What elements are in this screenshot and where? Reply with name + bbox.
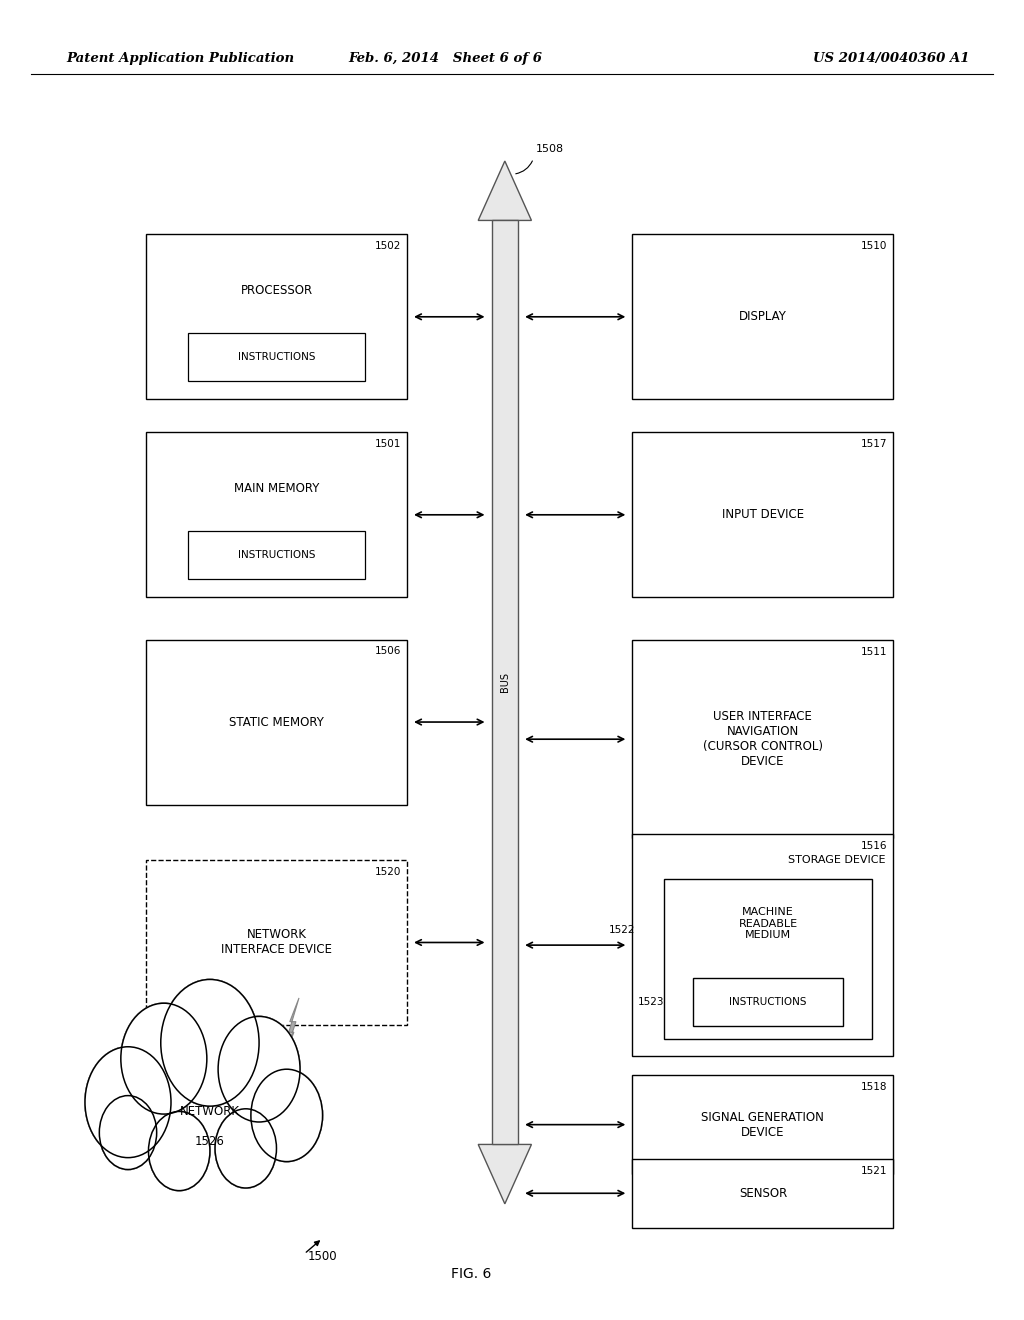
Bar [146, 433, 408, 597]
Bar [693, 978, 843, 1026]
Bar [632, 433, 893, 597]
Circle shape [215, 1109, 276, 1188]
Text: Patent Application Publication: Patent Application Publication [67, 51, 295, 65]
Text: INSTRUCTIONS: INSTRUCTIONS [238, 352, 315, 362]
Circle shape [251, 1069, 323, 1162]
Text: 1516: 1516 [861, 841, 887, 851]
Circle shape [251, 1069, 323, 1162]
Text: INSTRUCTIONS: INSTRUCTIONS [238, 550, 315, 560]
Circle shape [86, 1048, 170, 1156]
Bar [146, 235, 408, 399]
Circle shape [99, 1096, 157, 1170]
Circle shape [218, 1016, 300, 1122]
Text: SIGNAL GENERATION
DEVICE: SIGNAL GENERATION DEVICE [701, 1110, 824, 1139]
Text: 1526: 1526 [195, 1135, 225, 1148]
Text: 1521: 1521 [861, 1166, 887, 1176]
Circle shape [215, 1109, 276, 1188]
Text: Feb. 6, 2014   Sheet 6 of 6: Feb. 6, 2014 Sheet 6 of 6 [348, 51, 543, 65]
Circle shape [121, 1003, 207, 1114]
Text: USER INTERFACE
NAVIGATION
(CURSOR CONTROL)
DEVICE: USER INTERFACE NAVIGATION (CURSOR CONTRO… [702, 710, 823, 768]
Bar [632, 834, 893, 1056]
Text: BUS: BUS [500, 672, 510, 693]
Circle shape [150, 1113, 209, 1189]
Polygon shape [478, 1144, 531, 1204]
Text: INSTRUCTIONS: INSTRUCTIONS [729, 997, 807, 1007]
Text: STORAGE DEVICE: STORAGE DEVICE [787, 855, 885, 866]
Text: INPUT DEVICE: INPUT DEVICE [722, 508, 804, 521]
Circle shape [85, 1047, 171, 1158]
Text: 1500: 1500 [307, 1250, 337, 1263]
Circle shape [122, 1005, 206, 1113]
Text: 1511: 1511 [861, 647, 887, 657]
Bar [146, 639, 408, 804]
Text: 1522: 1522 [608, 925, 635, 936]
Circle shape [121, 1003, 207, 1114]
Bar [632, 235, 893, 399]
Bar [632, 1159, 893, 1228]
Bar [664, 879, 872, 1039]
Text: 1523: 1523 [638, 997, 665, 1007]
Circle shape [85, 1047, 171, 1158]
Text: PROCESSOR: PROCESSOR [241, 284, 312, 297]
Text: STATIC MEMORY: STATIC MEMORY [229, 715, 324, 729]
Text: NETWORK: NETWORK [180, 1105, 240, 1118]
Circle shape [148, 1111, 210, 1191]
Text: MAIN MEMORY: MAIN MEMORY [233, 482, 319, 495]
Text: 1502: 1502 [375, 242, 401, 251]
Polygon shape [285, 998, 299, 1056]
Bar [187, 333, 366, 380]
Text: MACHINE
READABLE
MEDIUM: MACHINE READABLE MEDIUM [738, 907, 798, 940]
Text: 1520: 1520 [375, 867, 401, 876]
Circle shape [161, 979, 259, 1106]
Text: FIG. 6: FIG. 6 [451, 1267, 492, 1280]
Circle shape [100, 1097, 156, 1168]
Circle shape [161, 979, 259, 1106]
Text: 1508: 1508 [536, 144, 563, 154]
FancyBboxPatch shape [492, 220, 518, 1144]
Circle shape [252, 1071, 322, 1160]
Circle shape [99, 1096, 157, 1170]
Text: NETWORK
INTERFACE DEVICE: NETWORK INTERFACE DEVICE [221, 928, 332, 957]
Text: 1518: 1518 [861, 1082, 887, 1092]
Text: 1517: 1517 [861, 438, 887, 449]
Text: SENSOR: SENSOR [738, 1187, 787, 1200]
Circle shape [218, 1016, 300, 1122]
Text: US 2014/0040360 A1: US 2014/0040360 A1 [813, 51, 969, 65]
Text: 1510: 1510 [861, 242, 887, 251]
Bar [187, 531, 366, 578]
Bar [632, 640, 893, 838]
Text: 1501: 1501 [375, 438, 401, 449]
Circle shape [162, 981, 258, 1105]
Bar [146, 861, 408, 1024]
Circle shape [219, 1018, 299, 1121]
Circle shape [148, 1111, 210, 1191]
Circle shape [216, 1110, 275, 1187]
Text: DISPLAY: DISPLAY [739, 310, 786, 323]
Text: 1506: 1506 [375, 645, 401, 656]
Bar [632, 1074, 893, 1175]
Polygon shape [478, 161, 531, 220]
